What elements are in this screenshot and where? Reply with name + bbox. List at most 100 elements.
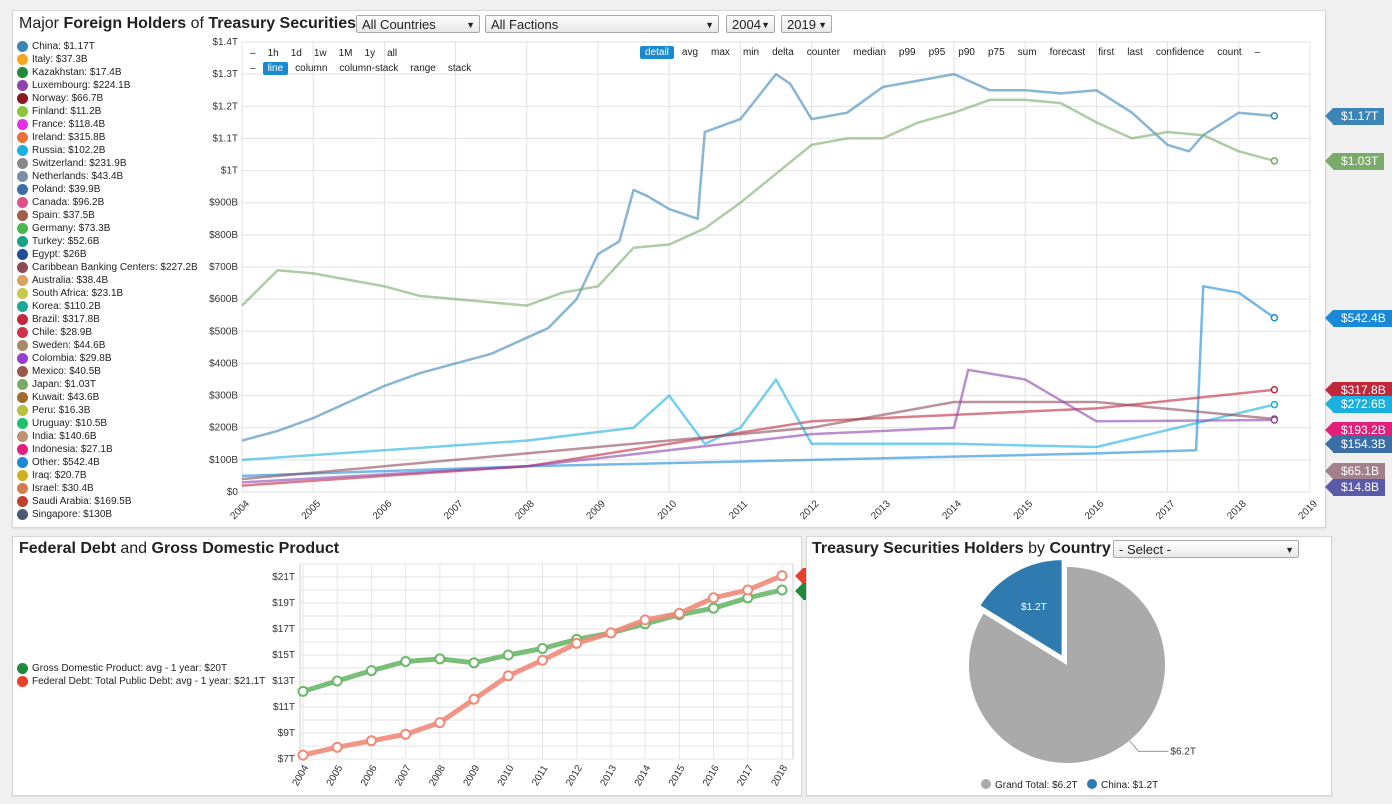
legend-item[interactable]: France: $118.4B xyxy=(17,118,198,131)
toolbar-option[interactable]: 1w xyxy=(313,48,327,59)
legend-label: Korea: $110.2B xyxy=(32,301,101,312)
legend-item[interactable]: Kazakhstan: $17.4B xyxy=(17,66,198,79)
legend-item[interactable]: Italy: $37.3B xyxy=(17,53,198,66)
toolbar-option[interactable]: – xyxy=(1254,47,1261,58)
legend-item[interactable]: Germany: $73.3B xyxy=(17,222,198,235)
series-endpoint xyxy=(1270,386,1279,394)
title-part: Treasury Securities xyxy=(208,15,357,32)
title-part: Treasury Securities Holders xyxy=(812,540,1024,557)
toolbar-option[interactable]: 1y xyxy=(364,48,376,59)
toolbar-option[interactable]: p99 xyxy=(898,47,916,58)
toolbar-option[interactable]: avg xyxy=(681,47,699,58)
legend-item[interactable]: Sweden: $44.6B xyxy=(17,339,198,352)
legend-item[interactable]: Federal Debt: Total Public Debt: avg - 1… xyxy=(17,675,265,688)
toolbar-option[interactable]: – xyxy=(250,48,256,59)
legend-item[interactable]: Norway: $66.7B xyxy=(17,92,198,105)
legend-item[interactable]: Kuwait: $43.6B xyxy=(17,391,198,404)
toolbar-option[interactable]: min xyxy=(742,47,760,58)
y-tick-label: $11T xyxy=(273,702,295,713)
toolbar-option[interactable]: p90 xyxy=(958,47,975,58)
toolbar-option[interactable]: confidence xyxy=(1155,47,1205,58)
country-select[interactable]: - Select - ▼ xyxy=(1113,540,1299,558)
legend-item[interactable]: Netherlands: $43.4B xyxy=(17,170,198,183)
legend-item[interactable]: Singapore: $130B xyxy=(17,508,198,521)
legend-item[interactable]: Caribbean Banking Centers: $227.2B xyxy=(17,261,198,274)
legend-swatch-icon xyxy=(17,275,28,286)
title-part: Gross Domestic Product xyxy=(151,540,340,557)
legend-item[interactable]: Japan: $1.03T xyxy=(17,378,198,391)
legend-item[interactable]: Gross Domestic Product: avg - 1 year: $2… xyxy=(17,662,265,675)
toolbar-option[interactable]: delta xyxy=(772,47,794,58)
legend-label: Russia: $102.2B xyxy=(32,145,106,156)
legend-item[interactable]: Luxembourg: $224.1B xyxy=(17,79,198,92)
legend-item[interactable]: Indonesia: $27.1B xyxy=(17,443,198,456)
country-select[interactable]: All Countries ▼ xyxy=(356,15,480,33)
x-tick-label: 2018 xyxy=(1225,498,1249,522)
year-from-select[interactable]: 2004 ▼ xyxy=(726,15,775,33)
toolbar-option[interactable]: all xyxy=(387,48,398,59)
toolbar-option[interactable]: range xyxy=(410,63,436,74)
toolbar-option[interactable]: sum xyxy=(1017,47,1037,58)
legend-label: Indonesia: $27.1B xyxy=(32,444,113,455)
legend-item[interactable]: Saudi Arabia: $169.5B xyxy=(17,495,198,508)
legend-item[interactable]: Colombia: $29.8B xyxy=(17,352,198,365)
toolbar-option[interactable]: first xyxy=(1098,47,1115,58)
toolbar-option[interactable]: count xyxy=(1217,47,1242,58)
faction-select[interactable]: All Factions ▼ xyxy=(485,15,719,33)
legend-item[interactable]: Canada: $96.2B xyxy=(17,196,198,209)
legend-swatch-icon xyxy=(17,288,28,299)
x-tick-label: 2012 xyxy=(798,498,822,522)
legend-item[interactable]: Mexico: $40.5B xyxy=(17,365,198,378)
toolbar-option[interactable]: median xyxy=(853,47,886,58)
toolbar-option[interactable]: counter xyxy=(806,47,841,58)
legend-item[interactable]: Finland: $11.2B xyxy=(17,105,198,118)
legend-item[interactable]: Turkey: $52.6B xyxy=(17,235,198,248)
toolbar-option[interactable]: detail xyxy=(640,46,674,59)
data-point xyxy=(434,717,446,729)
legend-label: Norway: $66.7B xyxy=(32,93,104,104)
legend-label: Ireland: $315.8B xyxy=(32,132,106,143)
toolbar-option[interactable]: forecast xyxy=(1049,47,1086,58)
legend-item[interactable]: Iraq: $20.7B xyxy=(17,469,198,482)
legend-label: Other: $542.4B xyxy=(32,457,100,468)
year-to-select[interactable]: 2019 ▼ xyxy=(781,15,832,33)
legend-swatch-icon xyxy=(17,405,28,416)
legend-item[interactable]: Chile: $28.9B xyxy=(17,326,198,339)
toolbar-option[interactable]: line xyxy=(262,62,289,75)
legend-item[interactable]: Other: $542.4B xyxy=(17,456,198,469)
legend-item[interactable]: Israel: $30.4B xyxy=(17,482,198,495)
toolbar-option[interactable]: 1h xyxy=(267,48,279,59)
toolbar-option[interactable]: 1M xyxy=(338,48,353,59)
legend-swatch-icon xyxy=(981,779,991,789)
toolbar-option[interactable]: max xyxy=(711,47,730,58)
legend-item[interactable]: Korea: $110.2B xyxy=(17,300,198,313)
legend-item[interactable]: Peru: $16.3B xyxy=(17,404,198,417)
legend-item[interactable]: South Africa: $23.1B xyxy=(17,287,198,300)
holders-pie-chart: $1.2T $6.2T Grand Total: $6.2T China: $1.2T xyxy=(969,558,1196,791)
last-value-badge: $272.6B xyxy=(1325,396,1392,414)
toolbar-option[interactable]: column xyxy=(295,63,328,74)
legend-item[interactable]: Poland: $39.9B xyxy=(17,183,198,196)
toolbar-option[interactable]: p95 xyxy=(928,47,946,58)
legend-item[interactable]: Russia: $102.2B xyxy=(17,144,198,157)
legend-item[interactable]: India: $140.6B xyxy=(17,430,198,443)
toolbar-option[interactable]: p75 xyxy=(987,47,1005,58)
toolbar-option[interactable]: column-stack xyxy=(339,63,399,74)
legend-item[interactable]: Spain: $37.5B xyxy=(17,209,198,222)
legend-label: Singapore: $130B xyxy=(32,509,113,520)
chevron-down-icon: ▼ xyxy=(761,20,770,30)
legend-item[interactable]: Uruguay: $10.5B xyxy=(17,417,198,430)
legend-label: Chile: $28.9B xyxy=(32,327,93,338)
toolbar-option[interactable]: 1d xyxy=(290,48,302,59)
legend-item[interactable]: Australia: $38.4B xyxy=(17,274,198,287)
legend-swatch-icon xyxy=(17,54,28,65)
legend-item[interactable]: Switzerland: $231.9B xyxy=(17,157,198,170)
legend-item[interactable]: Ireland: $315.8B xyxy=(17,131,198,144)
toolbar-option[interactable]: stack xyxy=(447,63,472,74)
legend-item[interactable]: Brazil: $317.8B xyxy=(17,313,198,326)
legend-item[interactable]: Egypt: $26B xyxy=(17,248,198,261)
toolbar-option[interactable]: last xyxy=(1127,47,1143,58)
legend-item[interactable]: China: $1.17T xyxy=(17,40,198,53)
toolbar-option[interactable]: – xyxy=(250,63,256,74)
legend-swatch-icon xyxy=(17,418,28,429)
